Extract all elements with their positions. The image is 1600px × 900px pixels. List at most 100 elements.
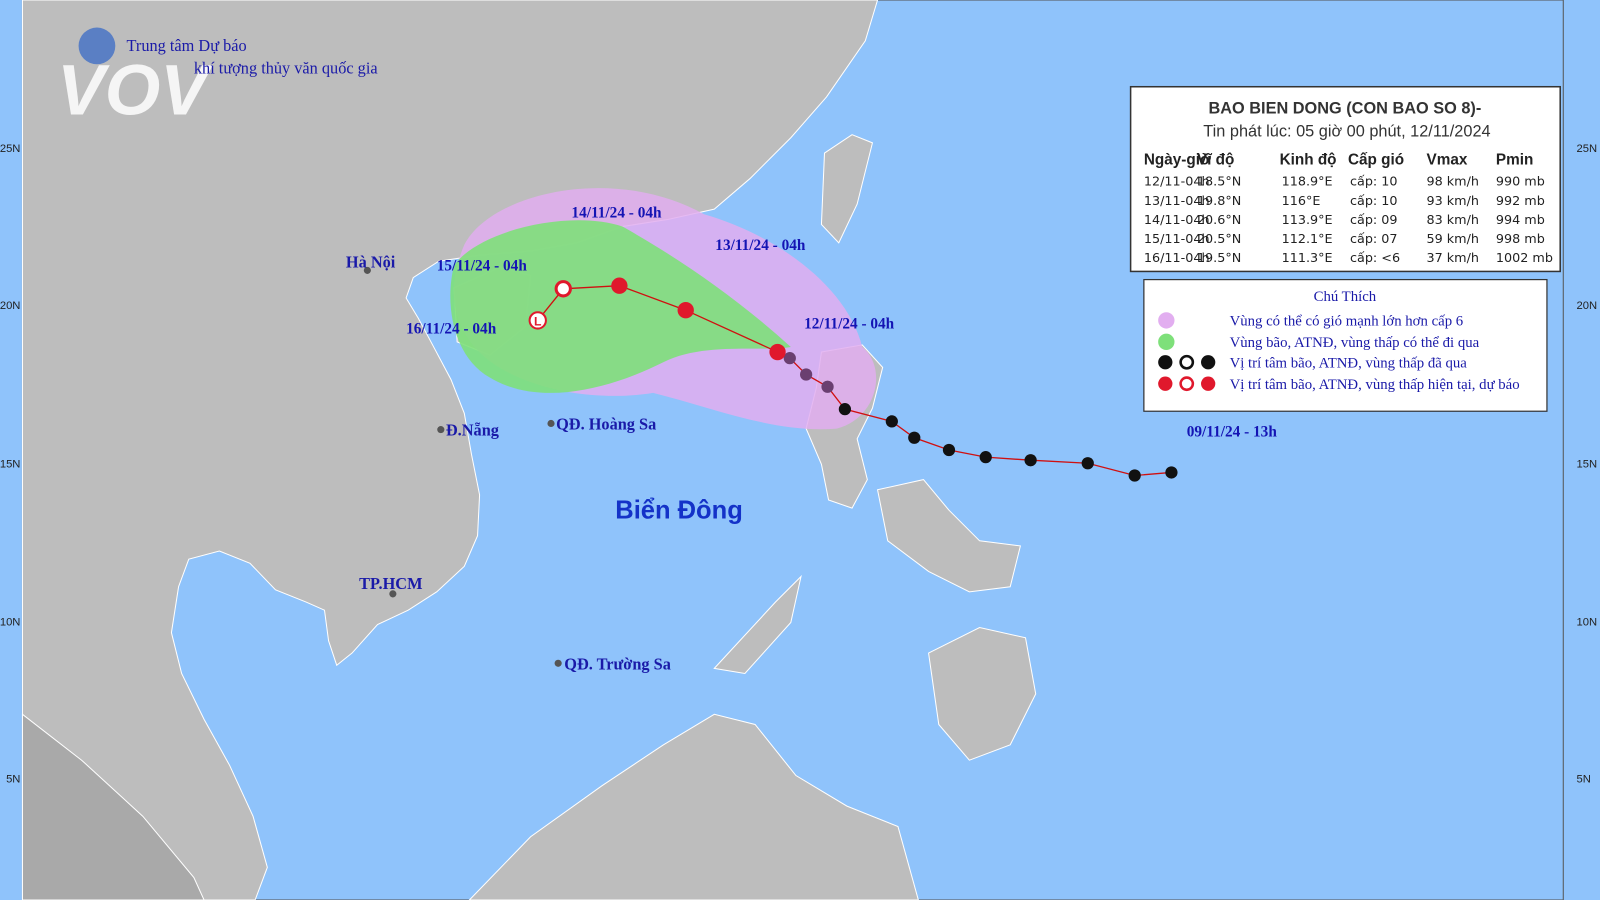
bulletin-title: BAO BIEN DONG (CON BAO SO 8)- [1208,99,1481,117]
table-cell: cấp: 10 [1350,175,1398,190]
low-symbol: L [534,315,542,329]
column-header: Cấp gió [1348,151,1404,168]
lat-label: 25N [0,143,20,155]
agency-logo [78,27,116,65]
table-cell: cấp: 07 [1350,232,1398,247]
past-position [1165,466,1178,479]
table-cell: 112.1°E [1282,232,1333,247]
visayas [876,479,1022,593]
legend-swatch [1179,376,1195,392]
past-position [1128,469,1141,482]
column-header: Vmax [1427,151,1468,168]
legend-item: Vị trí tâm bão, ATNĐ, vùng thấp đã qua [1230,355,1468,371]
lat-label: 25N [1577,143,1598,155]
column-header: Ngày-giờ [1144,151,1211,168]
forecast-position [677,302,694,319]
legend-swatch [1158,333,1175,350]
table-cell: 13/11-04h [1144,194,1210,209]
table-cell: 994 mb [1496,213,1545,228]
place-dot [547,419,555,428]
past-position [942,443,956,457]
table-cell: 113.9°E [1282,213,1333,228]
track-times: 14/11/24 - 04h 13/11/24 - 04h 15/11/24 -… [406,204,1277,440]
table-cell: 15/11-04h [1144,232,1210,247]
legend-title: Chú Thích [1314,289,1377,305]
table-cell: cấp: 10 [1350,194,1398,209]
legend-swatch [1201,376,1216,391]
table-cell: 98 km/h [1427,175,1479,190]
table-cell: 19.5°N [1197,251,1241,266]
lat-label: 20N [1577,300,1598,312]
place-label: QĐ. Hoàng Sa [556,415,656,434]
legend-swatch [1201,355,1216,370]
table-cell: cấp: 09 [1350,213,1398,228]
sumatra [21,713,205,900]
track-time: 15/11/24 - 04h [437,257,528,274]
org-line: khí tượng thủy văn quốc gia [194,58,378,77]
place-label: Đ.Nẵng [446,421,499,440]
past-position [821,380,834,393]
past-position [885,415,898,428]
past-position [979,451,992,464]
storm-cone [450,220,791,393]
table-cell: 14/11-04h [1144,213,1210,228]
lat-label: 15N [0,458,20,470]
past-position [1024,454,1037,467]
table-cell: 18.5°N [1197,175,1241,190]
place-label: Hà Nội [346,252,396,271]
bulletin-box [1129,85,1561,273]
track-time: 09/11/24 - 13h [1187,424,1278,441]
table-cell: 59 km/h [1427,232,1479,247]
lat-label: 10N [0,617,20,629]
table-cell: 37 km/h [1427,251,1479,266]
places: Hà Nội Đ.Nẵng QĐ. Hoàng Sa TP.HCM QĐ. Tr… [346,252,743,673]
bulletin-issued: Tin phát lúc: 05 giờ 00 phút, 12/11/2024 [1203,123,1490,141]
past-positions [783,352,1178,482]
legend-item: Vùng bão, ATNĐ, vùng thấp có thể đi qua [1230,335,1480,351]
table-cell: cấp: <6 [1350,251,1400,266]
legend: Chú Thích Vùng có thể có gió mạnh lớn hơ… [1143,278,1548,412]
lat-label: 5N [1577,774,1591,786]
latitude-labels: 25N 20N 15N 10N 5N 25N 20N 15N 10N 5N [0,143,1597,786]
legend-swatch [1158,355,1173,370]
table-cell: 990 mb [1496,175,1545,190]
table-cell: 20.5°N [1197,232,1241,247]
table-cell: 111.3°E [1282,251,1333,266]
place-dot [363,266,371,274]
legend-item: Vị trí tâm bão, ATNĐ, vùng thấp hiện tại… [1230,377,1520,393]
mindanao [928,627,1037,761]
current-position [769,343,786,361]
track-time: 13/11/24 - 04h [715,237,806,254]
legend-swatch [1158,312,1175,329]
place-dot [554,659,562,667]
bulletin: BAO BIEN DONG (CON BAO SO 8)- Tin phát l… [1129,85,1561,273]
taiwan [820,134,874,244]
table-cell: 19.8°N [1197,194,1241,209]
forecast-position [611,277,628,294]
past-position [783,352,796,365]
sea-label: Biển Đông [615,496,743,524]
track-time: 12/11/24 - 04h [804,316,895,333]
table-cell: 83 km/h [1427,213,1479,228]
lat-label: 10N [1577,617,1598,629]
table-cell: 116°E [1282,194,1321,209]
table-cell: 998 mb [1496,232,1545,247]
column-header: Vĩ độ [1197,151,1234,168]
borneo [468,713,919,900]
lat-label: 15N [1577,458,1598,470]
table-cell: 1002 mb [1496,251,1553,266]
lat-label: 5N [6,774,20,786]
lat-label: 20N [0,300,20,312]
legend-item: Vùng có thể có gió mạnh lớn hơn cấp 6 [1230,314,1464,330]
table-cell: 20.6°N [1197,213,1241,228]
place-dot [437,426,445,434]
past-position [800,368,813,381]
table-cell: 118.9°E [1282,175,1333,190]
column-header: Kinh độ [1280,151,1337,168]
legend-swatch [1179,354,1195,370]
past-position [838,403,852,416]
palawan [713,574,802,675]
forecast-position [554,280,572,298]
